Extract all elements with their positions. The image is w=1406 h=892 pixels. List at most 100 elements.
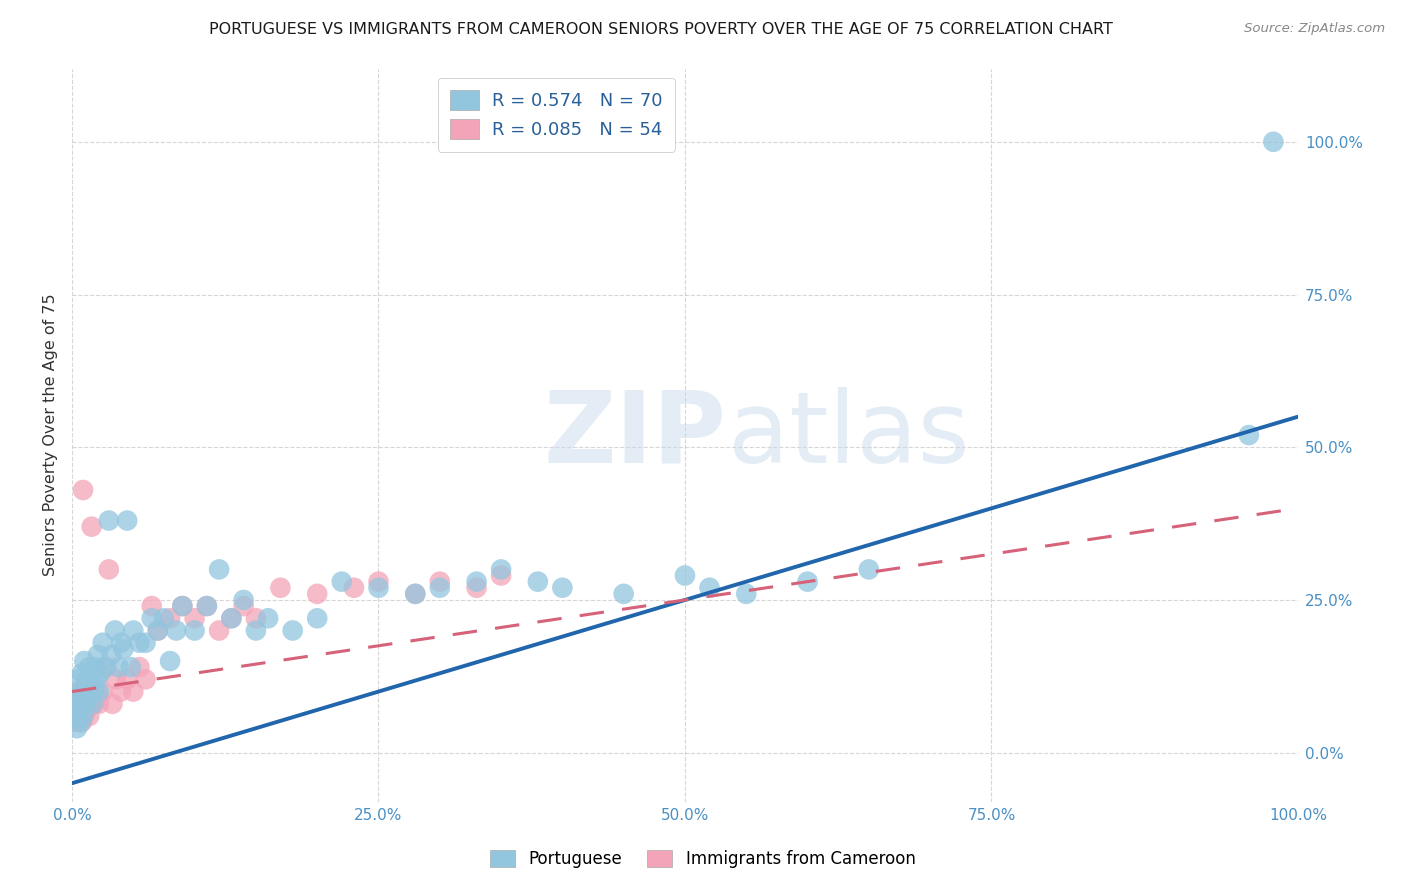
Point bbox=[101, 697, 124, 711]
Point bbox=[69, 715, 91, 730]
Point bbox=[135, 673, 157, 687]
Point bbox=[69, 690, 91, 705]
Point bbox=[63, 709, 86, 723]
Point bbox=[67, 697, 90, 711]
Point bbox=[86, 673, 108, 687]
Point bbox=[404, 587, 426, 601]
Text: ZIP: ZIP bbox=[544, 386, 727, 483]
Legend: R = 0.574   N = 70, R = 0.085   N = 54: R = 0.574 N = 70, R = 0.085 N = 54 bbox=[437, 78, 675, 152]
Point bbox=[97, 562, 120, 576]
Point bbox=[172, 599, 194, 613]
Point bbox=[87, 648, 110, 662]
Point bbox=[232, 599, 254, 613]
Point bbox=[735, 587, 758, 601]
Point bbox=[141, 599, 163, 613]
Point bbox=[208, 562, 231, 576]
Point bbox=[67, 697, 90, 711]
Point bbox=[65, 697, 87, 711]
Point bbox=[77, 690, 100, 705]
Point bbox=[1237, 428, 1260, 442]
Point bbox=[84, 660, 107, 674]
Point bbox=[172, 599, 194, 613]
Point bbox=[465, 574, 488, 589]
Point bbox=[75, 697, 97, 711]
Legend: Portuguese, Immigrants from Cameroon: Portuguese, Immigrants from Cameroon bbox=[484, 843, 922, 875]
Point bbox=[245, 611, 267, 625]
Point bbox=[146, 624, 169, 638]
Point bbox=[613, 587, 636, 601]
Point bbox=[89, 666, 111, 681]
Point bbox=[72, 709, 94, 723]
Point bbox=[97, 514, 120, 528]
Text: atlas: atlas bbox=[728, 386, 970, 483]
Point bbox=[67, 673, 90, 687]
Point bbox=[146, 624, 169, 638]
Point bbox=[76, 673, 98, 687]
Point bbox=[858, 562, 880, 576]
Point bbox=[65, 690, 87, 705]
Point bbox=[489, 568, 512, 582]
Point bbox=[128, 660, 150, 674]
Text: Source: ZipAtlas.com: Source: ZipAtlas.com bbox=[1244, 22, 1385, 36]
Point bbox=[87, 684, 110, 698]
Point bbox=[73, 709, 96, 723]
Point bbox=[120, 660, 142, 674]
Y-axis label: Seniors Poverty Over the Age of 75: Seniors Poverty Over the Age of 75 bbox=[44, 293, 58, 576]
Point bbox=[100, 648, 122, 662]
Point bbox=[245, 624, 267, 638]
Point bbox=[94, 660, 117, 674]
Point bbox=[72, 483, 94, 497]
Point bbox=[107, 660, 129, 674]
Point bbox=[67, 703, 90, 717]
Point bbox=[72, 703, 94, 717]
Point bbox=[75, 697, 97, 711]
Point bbox=[221, 611, 243, 625]
Point bbox=[465, 581, 488, 595]
Point bbox=[83, 697, 105, 711]
Point bbox=[62, 709, 84, 723]
Point bbox=[77, 660, 100, 674]
Point bbox=[79, 684, 101, 698]
Point bbox=[699, 581, 721, 595]
Point bbox=[73, 654, 96, 668]
Point bbox=[67, 709, 90, 723]
Point bbox=[105, 673, 128, 687]
Point bbox=[551, 581, 574, 595]
Point bbox=[489, 562, 512, 576]
Point bbox=[281, 624, 304, 638]
Point bbox=[70, 715, 93, 730]
Point bbox=[183, 611, 205, 625]
Point bbox=[115, 673, 138, 687]
Point bbox=[165, 624, 187, 638]
Point bbox=[159, 611, 181, 625]
Point bbox=[1263, 135, 1285, 149]
Point bbox=[63, 703, 86, 717]
Point bbox=[208, 624, 231, 638]
Point bbox=[70, 697, 93, 711]
Point bbox=[65, 715, 87, 730]
Point bbox=[796, 574, 818, 589]
Point bbox=[70, 666, 93, 681]
Point bbox=[307, 611, 329, 625]
Point bbox=[73, 684, 96, 698]
Point bbox=[86, 684, 108, 698]
Point bbox=[66, 721, 89, 735]
Point bbox=[83, 684, 105, 698]
Point bbox=[257, 611, 280, 625]
Point bbox=[91, 684, 114, 698]
Point bbox=[429, 581, 451, 595]
Point bbox=[76, 703, 98, 717]
Point bbox=[110, 684, 132, 698]
Point bbox=[673, 568, 696, 582]
Point bbox=[330, 574, 353, 589]
Point bbox=[69, 684, 91, 698]
Point bbox=[70, 697, 93, 711]
Point bbox=[343, 581, 366, 595]
Point bbox=[115, 514, 138, 528]
Point bbox=[135, 636, 157, 650]
Point bbox=[122, 624, 145, 638]
Point bbox=[79, 684, 101, 698]
Point bbox=[110, 636, 132, 650]
Point bbox=[195, 599, 218, 613]
Point bbox=[195, 599, 218, 613]
